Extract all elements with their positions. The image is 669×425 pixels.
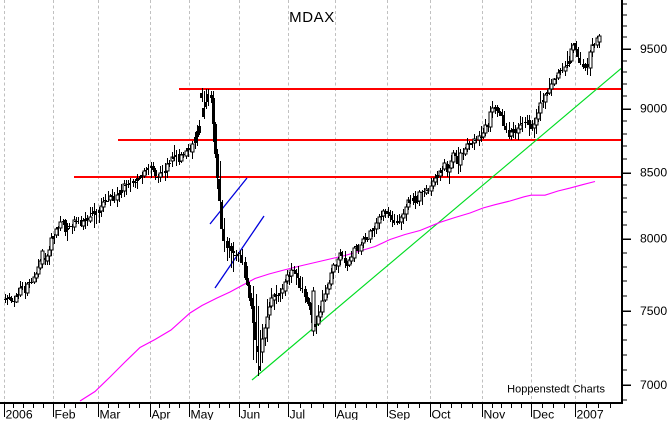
- svg-text:Sep: Sep: [389, 407, 411, 420]
- svg-text:Aug: Aug: [337, 407, 359, 420]
- svg-text:Apr: Apr: [152, 407, 171, 420]
- svg-text:2007: 2007: [577, 407, 604, 420]
- svg-text:MDAX: MDAX: [289, 9, 335, 26]
- svg-text:Jun: Jun: [241, 407, 261, 420]
- svg-text:Nov: Nov: [484, 407, 507, 420]
- svg-text:7500: 7500: [640, 304, 667, 318]
- svg-text:9500: 9500: [640, 42, 667, 56]
- svg-text:Jul: Jul: [290, 407, 306, 420]
- svg-text:8000: 8000: [640, 231, 667, 245]
- svg-text:8500: 8500: [640, 165, 667, 179]
- svg-text:Oct: Oct: [432, 407, 452, 420]
- svg-text:Hoppenstedt Charts: Hoppenstedt Charts: [507, 384, 605, 396]
- svg-text:Dec: Dec: [533, 407, 555, 420]
- svg-text:2006: 2006: [6, 407, 33, 420]
- svg-text:7000: 7000: [640, 378, 667, 392]
- svg-text:Feb: Feb: [55, 407, 76, 420]
- svg-text:9000: 9000: [640, 101, 667, 115]
- svg-text:May: May: [191, 407, 215, 420]
- svg-text:Mar: Mar: [100, 407, 121, 420]
